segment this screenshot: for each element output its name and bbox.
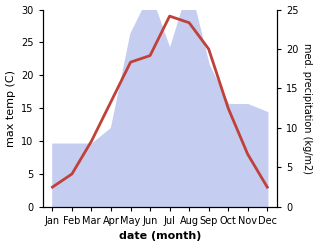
X-axis label: date (month): date (month) [119, 231, 201, 242]
Y-axis label: max temp (C): max temp (C) [5, 70, 16, 147]
Y-axis label: med. precipitation (kg/m2): med. precipitation (kg/m2) [302, 43, 313, 174]
